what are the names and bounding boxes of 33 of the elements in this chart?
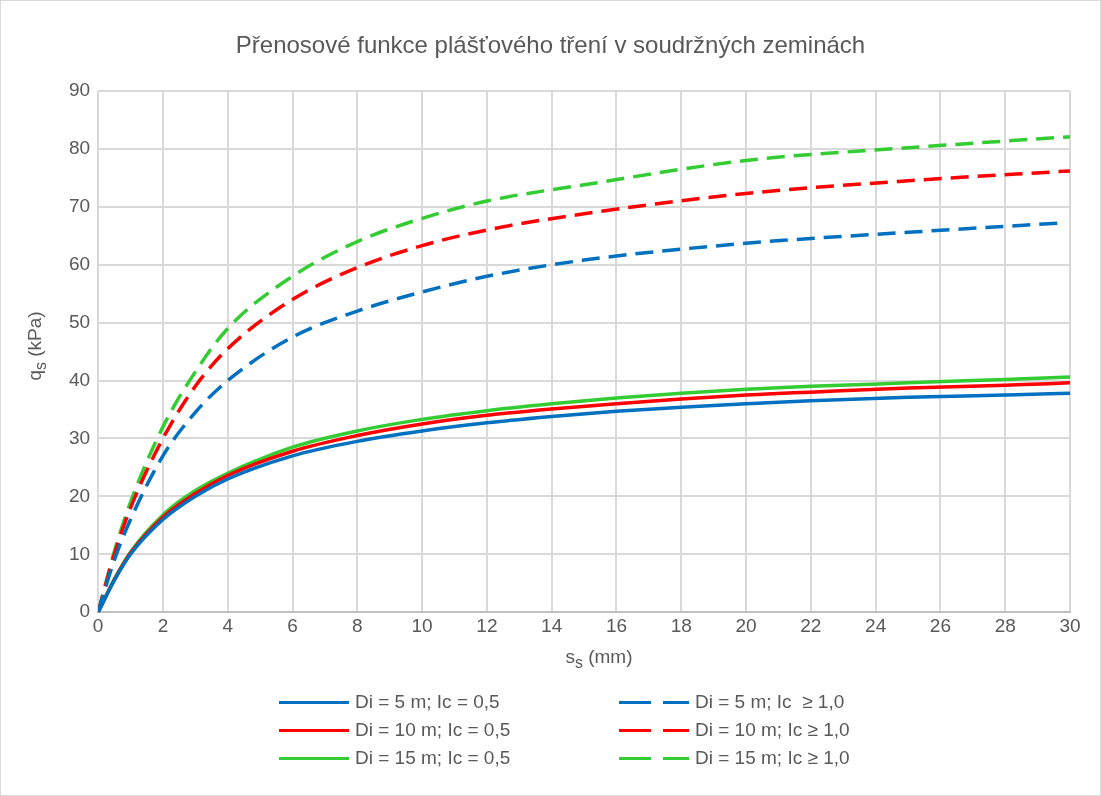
legend-label: Di = 5 m; Ic ≥ 1,0 xyxy=(695,691,845,713)
x-tick-label: 18 xyxy=(670,614,692,636)
x-tick-label: 14 xyxy=(541,614,563,636)
x-tick-label: 12 xyxy=(476,614,498,636)
legend-label: Di = 15 m; Ic = 0,5 xyxy=(355,747,511,769)
y-tick-label: 90 xyxy=(68,79,91,101)
x-tick-label: 8 xyxy=(352,614,363,636)
y-tick-label: 80 xyxy=(68,137,91,159)
x-tick-label: 2 xyxy=(157,614,169,636)
x-tick-label: 10 xyxy=(411,614,433,636)
chart-title: Přenosové funkce plášťového tření v soudržných zeminách xyxy=(234,31,867,59)
y-tick-label: 0 xyxy=(79,600,91,622)
y-tick-label: 10 xyxy=(68,542,91,564)
x-tick-label: 6 xyxy=(287,614,298,636)
x-tick-label: 22 xyxy=(800,614,822,636)
x-tick-label: 20 xyxy=(735,614,757,636)
legend-label: Di = 10 m; Ic ≥ 1,0 xyxy=(695,719,850,741)
x-axis-title: s$_{s}$ (mm) xyxy=(565,646,633,672)
x-tick-label: 30 xyxy=(1059,614,1081,636)
y-tick-label: 20 xyxy=(68,484,91,506)
y-tick-label: 50 xyxy=(68,310,91,332)
legend-label: Di = 10 m; Ic = 0,5 xyxy=(355,719,511,741)
y-tick-label: 40 xyxy=(68,368,91,390)
y-tick-label: 60 xyxy=(68,252,91,274)
x-tick-label: 16 xyxy=(605,614,628,636)
x-tick-label: 24 xyxy=(865,614,887,636)
y-tick-label: 70 xyxy=(68,195,91,217)
legend-label: Di = 15 m; Ic ≥ 1,0 xyxy=(695,747,850,769)
y-tick-label: 30 xyxy=(68,426,91,448)
legend-label: Di = 5 m; Ic = 0,5 xyxy=(355,691,500,713)
x-tick-label: 28 xyxy=(994,614,1016,636)
x-tick-label: 4 xyxy=(222,614,234,636)
x-tick-label: 26 xyxy=(929,614,951,636)
